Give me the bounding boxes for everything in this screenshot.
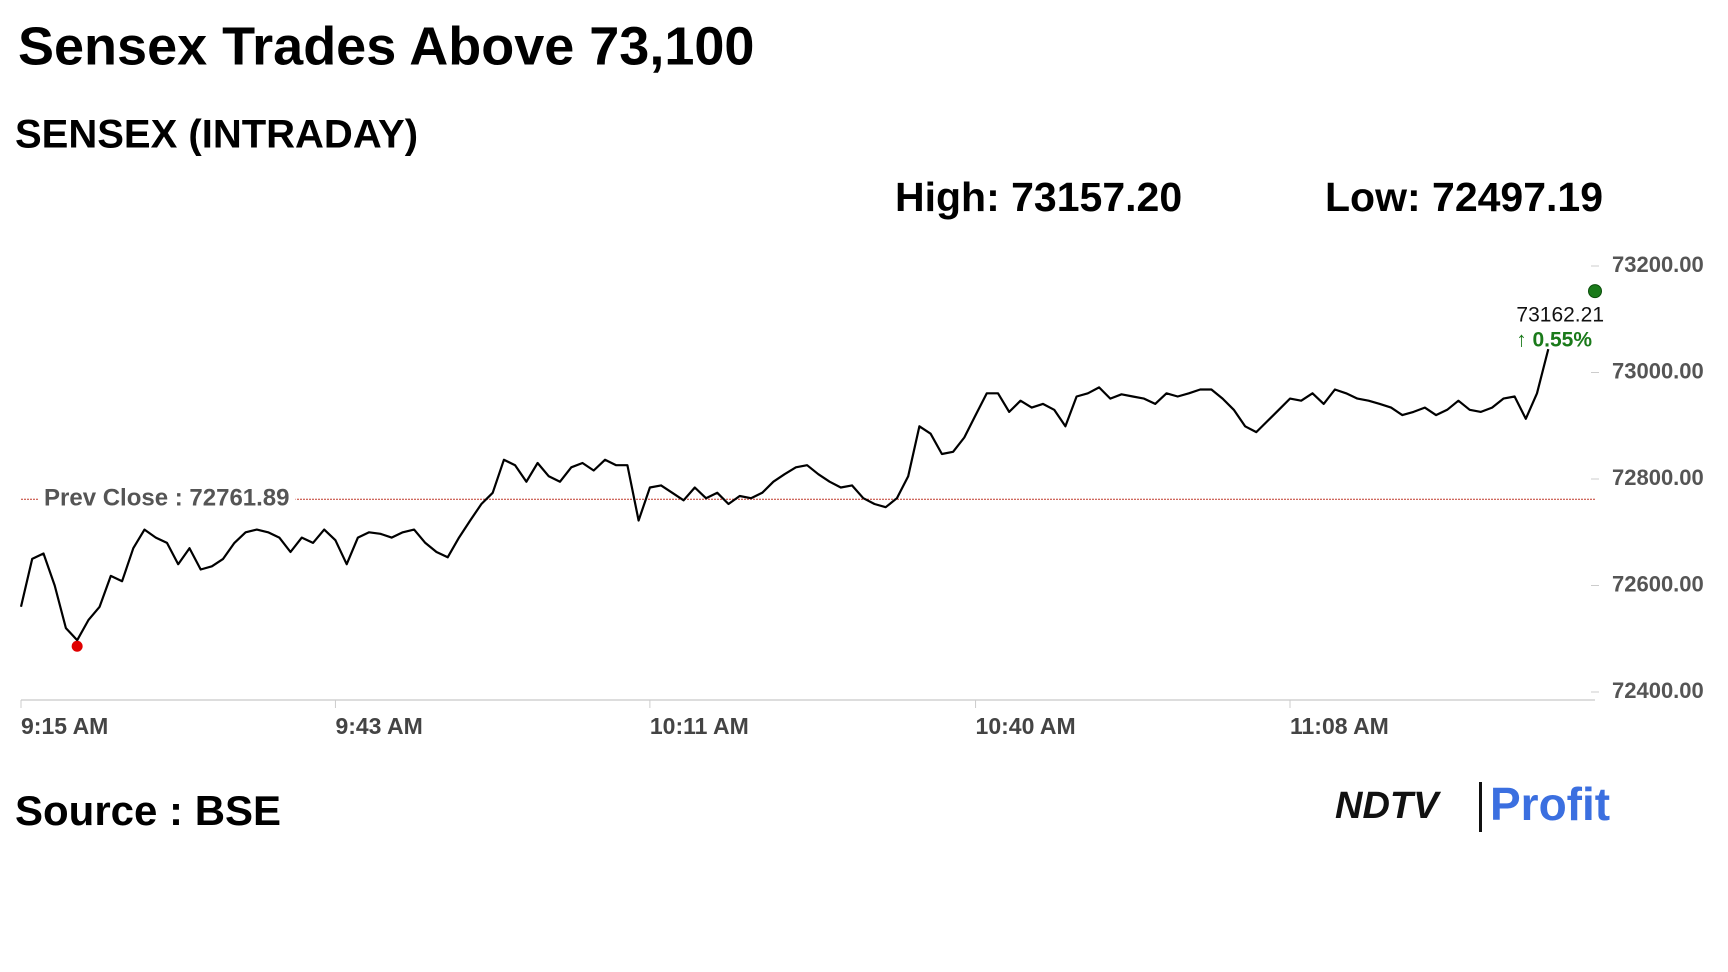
y-tick-label: 73200.00 xyxy=(1612,252,1704,277)
logo: NDTV Profit xyxy=(1335,778,1610,832)
x-tick-label: 10:11 AM xyxy=(650,713,749,739)
chart-subtitle: SENSEX (INTRADAY) xyxy=(15,113,418,157)
last-marker xyxy=(1588,284,1602,299)
x-tick-label: 11:08 AM xyxy=(1290,713,1389,739)
y-tick-label: 73000.00 xyxy=(1612,358,1704,383)
change-label: ↑ 0.55% xyxy=(1516,329,1592,352)
logo-right: Profit xyxy=(1490,778,1610,830)
x-tick-label: 9:15 AM xyxy=(21,713,108,739)
y-tick-label: 72800.00 xyxy=(1612,465,1704,490)
last-value-label: 73162.21 xyxy=(1516,304,1604,327)
source: Source : BSE xyxy=(15,787,281,834)
y-tick-label: 72400.00 xyxy=(1612,678,1704,703)
high-text: High: 73157.20 xyxy=(895,174,1182,220)
logo-divider xyxy=(1479,782,1482,832)
chart-title: Sensex Trades Above 73,100 xyxy=(18,16,754,76)
prev-close-label: Prev Close : 72761.89 xyxy=(44,485,290,512)
logo-left: NDTV xyxy=(1335,785,1441,827)
x-tick-label: 10:40 AM xyxy=(976,713,1076,739)
x-tick-label: 9:43 AM xyxy=(335,713,422,739)
low-marker xyxy=(71,640,83,652)
price-line xyxy=(19,348,1550,642)
y-tick-label: 72600.00 xyxy=(1612,571,1704,596)
low-text: Low: 72497.19 xyxy=(1325,174,1603,220)
prev-close-label-bg xyxy=(38,484,296,512)
